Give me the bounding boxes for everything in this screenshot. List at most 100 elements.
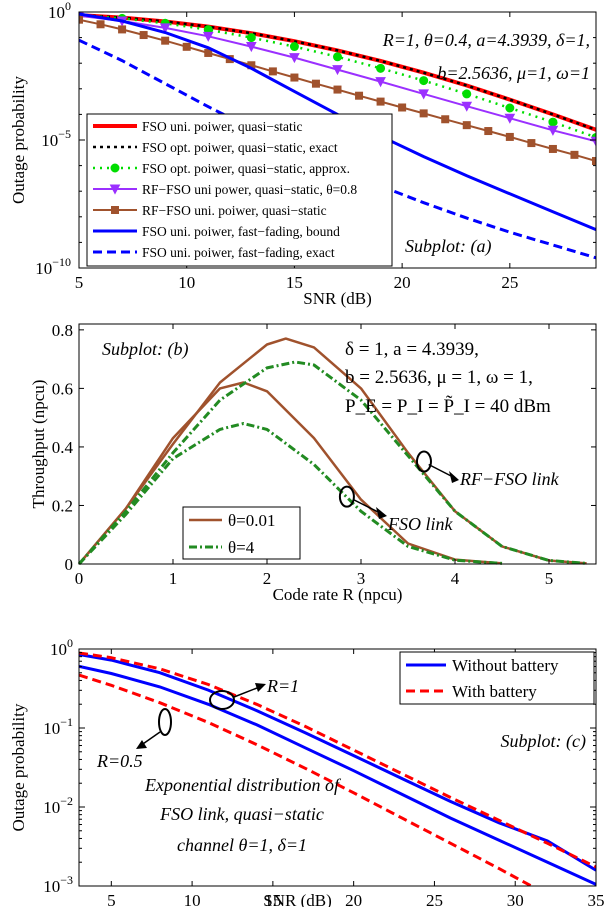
axes-box-a (78, 11, 597, 269)
x-axis-label-b: Code rate R (npcu) (273, 585, 403, 604)
legend-b: θ=0.01 θ=4 (182, 506, 301, 560)
legend-label-c-0: Without battery (452, 656, 559, 675)
subplot-label-a: Subplot: (a) (405, 236, 491, 257)
axes-box-c (78, 648, 597, 887)
series-line-b-2 (77, 360, 587, 565)
x-tick-label-a: 20 (394, 273, 411, 292)
legend-label-c-1: With battery (452, 682, 537, 701)
y-tick-label-c: 10−3 (43, 873, 73, 896)
series-marker-a-2 (462, 89, 472, 99)
x-tick-label-b: 4 (451, 569, 460, 588)
series-marker-a-2 (246, 33, 256, 43)
series-marker-a-4 (462, 121, 471, 130)
x-tick-label-b: 5 (545, 569, 554, 588)
series-marker-a-4 (398, 103, 407, 112)
x-axis-label-a: SNR (dB) (303, 289, 371, 308)
legend-box-a (86, 113, 393, 267)
series-marker-a-2 (548, 117, 558, 127)
x-tick-label-c: 10 (184, 891, 201, 907)
series-marker-a-4 (182, 42, 191, 51)
annotation-c-line3: channel θ=1, δ=1 (177, 835, 307, 855)
legend-label-a-1: FSO opt. poiwer, quasi−static, exact (142, 140, 338, 155)
x-tick-label-c: 5 (107, 891, 116, 907)
series-line-c-3 (79, 673, 533, 886)
series-marker-a-4 (441, 115, 450, 124)
annotation-b-line3: P_E = P_I = P̃_I = 40 dBm (345, 394, 551, 417)
series-line-c-2 (79, 651, 596, 869)
legend-label-a-3: RF−FSO uni power, quasi−static, θ=0.8 (142, 182, 357, 197)
legend-label-a-5: FSO uni. poiwer, fast−fading, bound (142, 224, 340, 239)
legend-marker-a-2 (110, 163, 120, 173)
series-marker-a-3 (289, 53, 300, 64)
series-marker-a-2 (376, 63, 386, 73)
series-marker-a-4 (570, 150, 579, 159)
x-tick-label-c: 25 (426, 891, 443, 907)
x-tick-label-a: 5 (75, 273, 84, 292)
x-tick-label-a: 25 (501, 273, 518, 292)
x-tick-label-a: 15 (286, 273, 303, 292)
series-marker-a-2 (419, 76, 429, 86)
callout-ellipse-r1 (209, 690, 235, 710)
y-axis-label-b: Throughput (npcu) (29, 380, 48, 509)
series-marker-a-3 (159, 23, 171, 34)
annotation-b-line1: δ = 1, a = 4.3939, (345, 339, 479, 360)
legend-label-a-0: FSO uni. poiwer, quasi−static (142, 119, 302, 134)
legend-label-b-1: θ=4 (228, 538, 255, 557)
callout-arrowhead-fso (376, 507, 387, 519)
series-marker-a-4 (96, 20, 105, 29)
subplot-b: 0 1 2 3 4 5 0 0.2 0.4 0.6 0.8 Code rate R (npcu) Thr… (29, 321, 596, 604)
series-marker-a-4 (548, 144, 557, 153)
x-tick-label-c: 35 (588, 891, 605, 907)
annotation-c-line1: Exponential distribution of (144, 775, 342, 795)
annotation-b-line2: b = 2.5636, μ = 1, ω = 1, (345, 367, 533, 388)
y-tick-label-b: 0 (65, 555, 74, 574)
series-marker-a-4 (118, 25, 127, 34)
callout-arrowhead-rf-fso (449, 471, 459, 483)
rate-label-r1: R=1 (266, 676, 299, 696)
y-tick-label-b: 0.8 (52, 321, 73, 340)
rate-label-r05: R=0.5 (96, 751, 143, 771)
subplot-label-c: Subplot: (c) (501, 731, 586, 752)
series-marker-a-4 (79, 15, 83, 24)
x-tick-label-b: 0 (75, 569, 84, 588)
legend-marker-a-3 (109, 184, 121, 195)
series-marker-a-4 (268, 67, 277, 76)
series-marker-a-3 (418, 89, 429, 100)
series-line-b-3 (77, 422, 503, 566)
callout-arrowhead-r1 (255, 683, 266, 692)
series-line-c-1 (79, 664, 596, 886)
legend-label-a-6: FSO uni. poiwer, fast−fading, exact (142, 245, 335, 260)
subplot-c: 5 10 15 20 25 30 35 100 10−1 10−2 10−3 SNR (dB) Outa… (9, 636, 605, 907)
series-marker-a-4 (592, 156, 596, 165)
x-tick-label-c: 20 (345, 891, 362, 907)
y-tick-label-b: 0.6 (52, 379, 73, 398)
series-marker-a-3 (461, 101, 473, 112)
annotation-c-line2: FSO link, quasi−static (159, 804, 324, 824)
legend-label-a-4: RF−FSO uni. poiwer, quasi−static (142, 203, 327, 218)
series-marker-a-4 (419, 109, 428, 118)
legend-label-b-0: θ=0.01 (228, 511, 275, 530)
series-marker-a-3 (332, 65, 343, 76)
series-marker-a-4 (204, 48, 213, 57)
series-marker-a-2 (289, 42, 299, 52)
y-axis-label-a: Outage probability (9, 76, 28, 204)
axes-box-b (78, 323, 597, 565)
subplot-label-b: Subplot: (b) (102, 339, 188, 360)
series-marker-a-4 (484, 127, 493, 136)
series-marker-a-4 (376, 97, 385, 106)
annotation-a-line2: b=2.5636, μ=1, ω=1 (437, 63, 590, 83)
series-marker-a-3 (246, 42, 257, 53)
x-tick-label-b: 2 (263, 569, 272, 588)
callout-ellipse-fso (338, 485, 355, 508)
legend-box-c (399, 651, 595, 705)
link-label-rf-fso: RF−FSO link (459, 469, 560, 489)
y-tick-label-a: 10−5 (41, 127, 71, 150)
x-tick-label-b: 1 (169, 569, 178, 588)
series-marker-a-4 (505, 132, 514, 141)
x-tick-label-b: 3 (357, 569, 366, 588)
callout-ellipse-rf-fso (415, 450, 432, 473)
series-marker-a-3 (504, 113, 516, 124)
x-axis-label-c: SNR (dB) (263, 891, 331, 907)
series-marker-a-2 (333, 52, 342, 62)
